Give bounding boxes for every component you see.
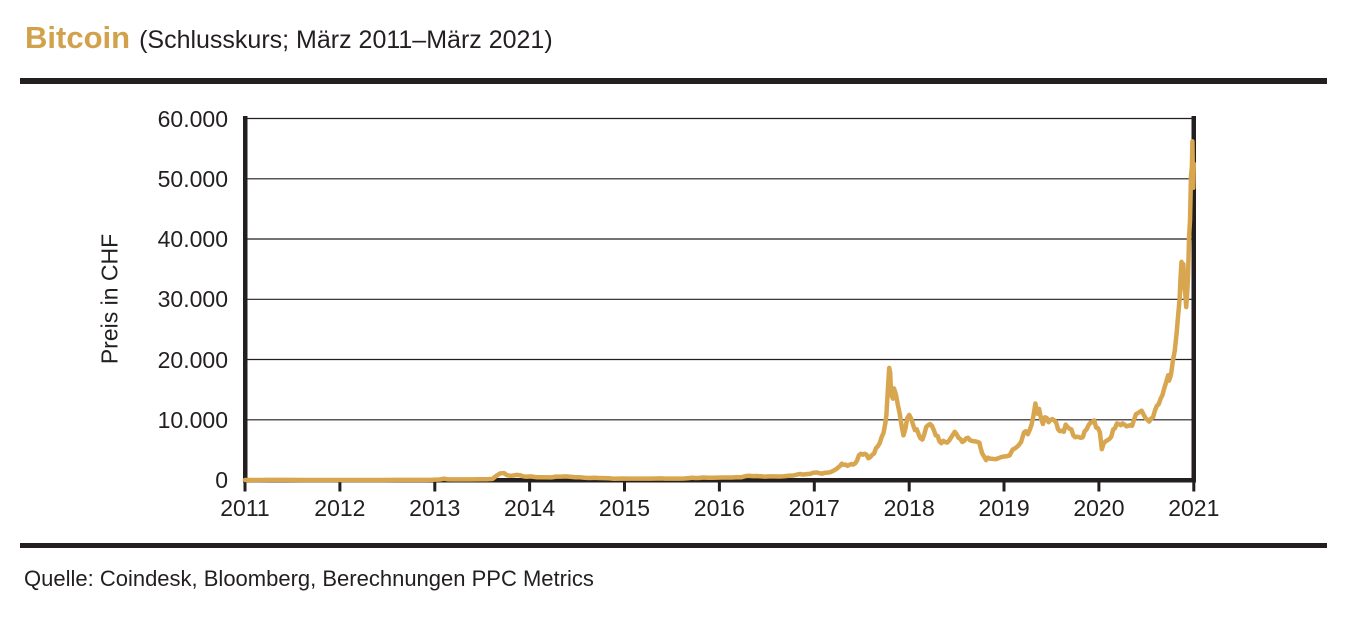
chart-subtitle: (Schlusskurs; März 2011–März 2021) xyxy=(139,26,553,54)
x-tick-mark xyxy=(243,482,247,492)
x-tick-mark xyxy=(812,482,816,492)
x-axis-tick-label: 2019 xyxy=(978,495,1030,521)
x-tick-mark xyxy=(717,482,721,492)
x-tick-mark xyxy=(907,482,911,492)
y-axis-tick-label: 50.000 xyxy=(157,165,228,192)
x-axis-tick-label: 2013 xyxy=(409,495,461,521)
x-axis-tick-label: 2021 xyxy=(1168,495,1220,521)
x-axis-tick-label: 2015 xyxy=(598,495,651,521)
figure-header: Bitcoin (Schlusskurs; März 2011–März 2021… xyxy=(25,20,553,56)
x-tick-mark xyxy=(623,482,626,492)
top-divider xyxy=(20,78,1327,84)
x-tick-mark xyxy=(338,482,342,492)
x-axis-line xyxy=(243,478,1196,483)
chart-title: Bitcoin xyxy=(25,20,131,55)
right-border-line xyxy=(1191,116,1196,483)
x-axis-tick-label: 2017 xyxy=(788,495,840,521)
y-axis-line xyxy=(243,116,248,483)
x-tick-mark xyxy=(1192,482,1196,492)
y-axis-tick-label: 40.000 xyxy=(157,226,228,252)
x-tick-mark xyxy=(1097,482,1101,492)
x-tick-mark xyxy=(433,482,437,492)
y-axis-tick-label: 60.000 xyxy=(157,105,228,132)
bottom-divider xyxy=(20,543,1327,548)
price-line xyxy=(242,139,1197,483)
x-axis-tick-label: 2016 xyxy=(693,495,745,521)
source-note: Quelle: Coindesk, Bloomberg, Berechnunge… xyxy=(24,566,594,591)
y-axis-tick-label: 0 xyxy=(215,467,228,493)
x-axis-tick-label: 2012 xyxy=(314,495,366,521)
y-axis-tick-label: 10.000 xyxy=(157,406,228,433)
x-axis-tick-label: 2014 xyxy=(504,495,556,521)
x-axis-tick-label: 2011 xyxy=(220,495,270,521)
x-axis-tick-label: 2018 xyxy=(883,495,935,521)
y-axis-tick-label: 20.000 xyxy=(157,346,228,373)
y-axis-tick-label: 30.000 xyxy=(157,286,228,313)
x-tick-mark xyxy=(528,482,532,492)
x-tick-mark xyxy=(1002,482,1006,492)
x-axis-tick-label: 2020 xyxy=(1073,495,1125,521)
